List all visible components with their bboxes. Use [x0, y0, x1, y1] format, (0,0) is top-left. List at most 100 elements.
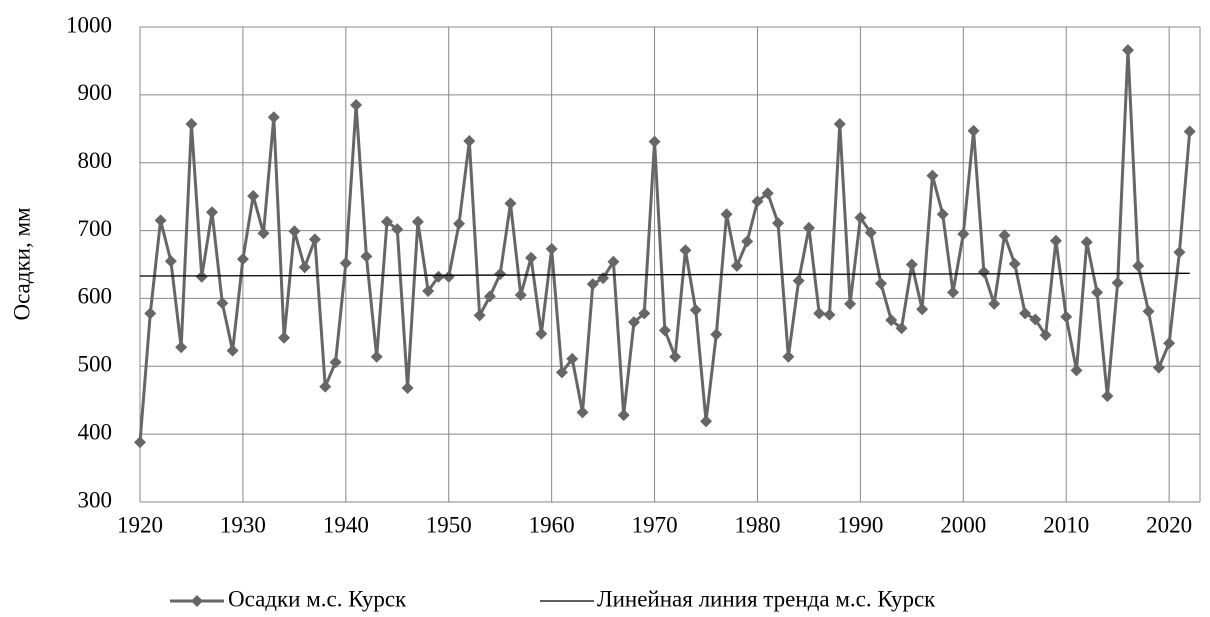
data-point — [247, 189, 260, 202]
data-point — [555, 366, 568, 379]
data-point — [453, 217, 466, 230]
data-point — [473, 309, 486, 322]
data-point — [195, 270, 208, 283]
data-point — [360, 250, 373, 263]
data-point — [916, 303, 929, 316]
data-point — [936, 208, 949, 221]
data-point — [988, 297, 1001, 310]
x-tick-label: 1930 — [220, 512, 266, 537]
legend-label: Линейная линия тренда м.с. Курск — [597, 586, 936, 611]
x-tick-label: 2010 — [1043, 512, 1089, 537]
data-point — [926, 169, 939, 182]
data-point — [977, 265, 990, 278]
data-point — [206, 206, 219, 219]
data-point — [1152, 361, 1165, 374]
y-tick-label: 500 — [78, 352, 113, 377]
x-tick-label: 1990 — [837, 512, 883, 537]
legend-label: Осадки м.с. Курск — [228, 586, 407, 611]
data-point — [154, 214, 167, 227]
x-tick-label: 1950 — [426, 512, 472, 537]
data-point — [545, 242, 558, 255]
data-point — [1029, 313, 1042, 326]
data-point — [905, 258, 918, 271]
data-point — [1091, 286, 1104, 299]
data-point — [772, 217, 785, 230]
data-point — [1101, 390, 1114, 403]
data-point — [504, 197, 517, 210]
data-point — [1039, 329, 1052, 342]
data-point — [1173, 246, 1186, 259]
data-point — [627, 316, 640, 329]
y-axis-label: Осадки, мм — [9, 207, 34, 321]
data-point — [144, 307, 157, 320]
data-point — [895, 322, 908, 335]
series-line — [138, 49, 1192, 443]
data-point — [411, 215, 424, 228]
data-point — [751, 195, 764, 208]
data-point — [782, 350, 795, 363]
data-point — [1132, 259, 1145, 272]
x-tick-label: 1970 — [632, 512, 678, 537]
data-point — [1070, 364, 1083, 377]
data-point — [422, 284, 435, 297]
data-point — [1163, 337, 1176, 350]
data-point — [648, 135, 661, 148]
data-point — [1183, 125, 1196, 138]
data-point — [391, 223, 404, 236]
y-tick-label: 1000 — [66, 12, 112, 37]
data-point — [710, 328, 723, 341]
data-point — [854, 211, 867, 224]
data-point — [689, 303, 702, 316]
data-point — [175, 341, 188, 354]
data-point — [164, 255, 177, 268]
data-point — [967, 124, 980, 137]
y-tick-label: 700 — [78, 216, 113, 241]
data-point — [761, 187, 774, 200]
data-point — [380, 215, 393, 228]
data-point — [329, 356, 342, 369]
data-point — [298, 261, 311, 274]
y-tick-label: 400 — [78, 419, 113, 444]
data-point — [1008, 257, 1021, 270]
data-point — [947, 286, 960, 299]
data-point — [339, 257, 352, 270]
data-point — [319, 380, 332, 393]
data-point — [514, 289, 527, 302]
x-tick-label: 1920 — [117, 512, 163, 537]
data-point — [844, 297, 857, 310]
data-point — [236, 253, 249, 266]
data-point — [658, 324, 671, 337]
data-point — [1049, 234, 1062, 247]
data-point — [401, 382, 414, 394]
data-point — [586, 278, 599, 291]
y-tick-label: 800 — [78, 148, 113, 173]
data-point — [730, 259, 743, 272]
data-point — [134, 436, 146, 449]
data-point — [350, 99, 363, 112]
y-tick-label: 600 — [78, 284, 113, 309]
data-point — [792, 274, 805, 287]
data-point — [1111, 276, 1124, 289]
data-point — [576, 406, 589, 419]
data-point — [802, 221, 815, 234]
data-point — [638, 307, 651, 320]
data-point — [813, 307, 826, 320]
data-point — [833, 118, 846, 131]
data-point — [607, 255, 620, 268]
data-point — [823, 308, 836, 321]
y-tick-label: 900 — [78, 80, 113, 105]
data-point — [370, 350, 383, 363]
data-point — [442, 270, 455, 283]
data-point — [1019, 307, 1032, 320]
x-tick-label: 2000 — [940, 512, 986, 537]
data-point — [1142, 305, 1155, 318]
data-point — [885, 314, 898, 327]
legend-marker — [191, 595, 203, 607]
data-point — [1121, 44, 1134, 57]
series-line — [139, 272, 1190, 277]
data-point — [463, 135, 476, 147]
data-point — [483, 290, 496, 303]
data-point — [185, 118, 198, 131]
y-tick-label: 300 — [78, 487, 113, 512]
